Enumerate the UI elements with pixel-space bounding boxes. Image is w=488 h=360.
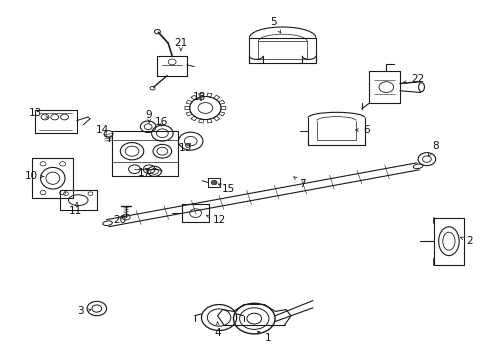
Text: 8: 8 <box>427 141 438 156</box>
Text: 18: 18 <box>192 92 206 102</box>
Text: 9: 9 <box>145 110 152 123</box>
Text: 11: 11 <box>69 202 82 216</box>
Text: 14: 14 <box>96 125 109 138</box>
Text: 6: 6 <box>355 125 369 135</box>
Text: 19: 19 <box>179 143 192 153</box>
Text: 3: 3 <box>77 306 91 316</box>
Text: 22: 22 <box>403 74 424 84</box>
Text: 4: 4 <box>214 322 221 338</box>
Text: 17: 17 <box>137 168 151 178</box>
Text: 15: 15 <box>218 184 235 194</box>
Text: 1: 1 <box>257 332 271 343</box>
Text: 16: 16 <box>154 117 168 127</box>
Text: 21: 21 <box>174 38 187 51</box>
Text: 7: 7 <box>293 177 305 189</box>
Text: 20: 20 <box>113 215 126 225</box>
Text: 10: 10 <box>25 171 44 181</box>
Text: 12: 12 <box>206 215 225 225</box>
Text: 5: 5 <box>270 17 280 33</box>
Text: 13: 13 <box>28 108 48 118</box>
Text: 2: 2 <box>460 236 472 246</box>
Circle shape <box>211 180 217 185</box>
